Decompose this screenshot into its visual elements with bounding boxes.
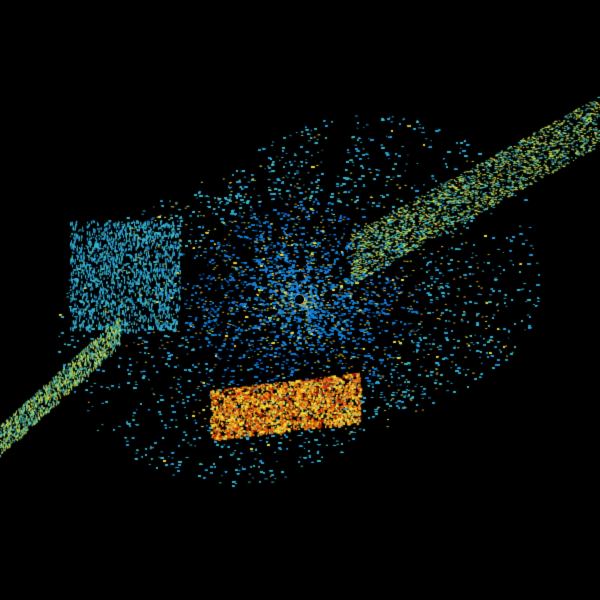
radar-site-icon [295, 295, 304, 304]
